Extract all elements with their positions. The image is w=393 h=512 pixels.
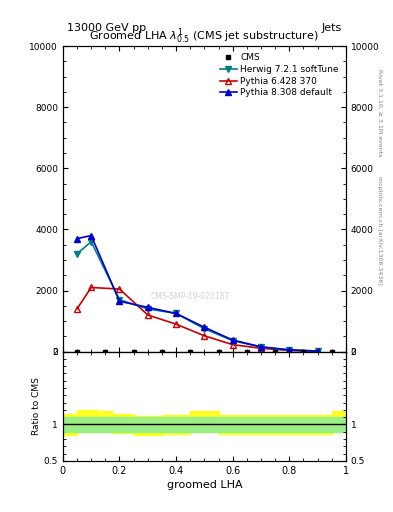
Pythia 8.308 default <box>89 232 94 239</box>
Herwig 7.2.1 softTune <box>287 347 292 353</box>
Pythia 6.428 370 <box>230 342 235 348</box>
Pythia 6.428 370 <box>174 321 178 327</box>
CMS <box>273 349 277 355</box>
CMS <box>188 349 193 355</box>
Line: Pythia 8.308 default: Pythia 8.308 default <box>73 232 321 354</box>
Pythia 6.428 370 <box>287 347 292 353</box>
Herwig 7.2.1 softTune <box>89 239 94 245</box>
Herwig 7.2.1 softTune <box>230 337 235 344</box>
Pythia 6.428 370 <box>202 333 207 339</box>
Pythia 6.428 370 <box>75 306 79 312</box>
Pythia 8.308 default <box>230 337 235 343</box>
X-axis label: groomed LHA: groomed LHA <box>167 480 242 490</box>
Pythia 8.308 default <box>287 347 292 353</box>
Title: Groomed LHA $\lambda^{1}_{0.5}$ (CMS jet substructure): Groomed LHA $\lambda^{1}_{0.5}$ (CMS jet… <box>90 27 319 46</box>
Pythia 6.428 370 <box>259 345 263 351</box>
Pythia 8.308 default <box>117 298 122 304</box>
CMS <box>216 349 221 355</box>
Text: mcplots.cern.ch [arXiv:1306.3436]: mcplots.cern.ch [arXiv:1306.3436] <box>377 176 382 285</box>
Pythia 8.308 default <box>202 324 207 330</box>
Line: Herwig 7.2.1 softTune: Herwig 7.2.1 softTune <box>73 238 321 354</box>
Pythia 6.428 370 <box>117 286 122 292</box>
Text: Rivet 3.1.10, ≥ 3.1M events: Rivet 3.1.10, ≥ 3.1M events <box>377 69 382 156</box>
CMS <box>75 349 79 355</box>
Pythia 8.308 default <box>315 348 320 354</box>
Text: 13000 GeV pp: 13000 GeV pp <box>67 23 146 33</box>
Legend: CMS, Herwig 7.2.1 softTune, Pythia 6.428 370, Pythia 8.308 default: CMS, Herwig 7.2.1 softTune, Pythia 6.428… <box>218 51 342 100</box>
Herwig 7.2.1 softTune <box>315 348 320 354</box>
Line: CMS: CMS <box>75 349 334 354</box>
Text: Jets: Jets <box>321 23 342 33</box>
Herwig 7.2.1 softTune <box>117 296 122 303</box>
Herwig 7.2.1 softTune <box>145 306 150 312</box>
Pythia 8.308 default <box>75 236 79 242</box>
Line: Pythia 6.428 370: Pythia 6.428 370 <box>73 284 321 355</box>
CMS <box>329 349 334 355</box>
Y-axis label: Ratio to CMS: Ratio to CMS <box>32 377 41 435</box>
Pythia 6.428 370 <box>145 312 150 318</box>
CMS <box>103 349 108 355</box>
Pythia 6.428 370 <box>315 348 320 354</box>
Herwig 7.2.1 softTune <box>174 310 178 316</box>
Pythia 8.308 default <box>145 304 150 310</box>
Herwig 7.2.1 softTune <box>259 344 263 350</box>
Pythia 8.308 default <box>259 344 263 350</box>
CMS <box>160 349 164 355</box>
Text: CMS-SMP-19-020187: CMS-SMP-19-020187 <box>151 292 230 301</box>
Pythia 6.428 370 <box>89 285 94 291</box>
CMS <box>131 349 136 355</box>
Herwig 7.2.1 softTune <box>75 251 79 257</box>
CMS <box>244 349 249 355</box>
Pythia 8.308 default <box>174 310 178 316</box>
Herwig 7.2.1 softTune <box>202 326 207 332</box>
CMS <box>301 349 306 355</box>
